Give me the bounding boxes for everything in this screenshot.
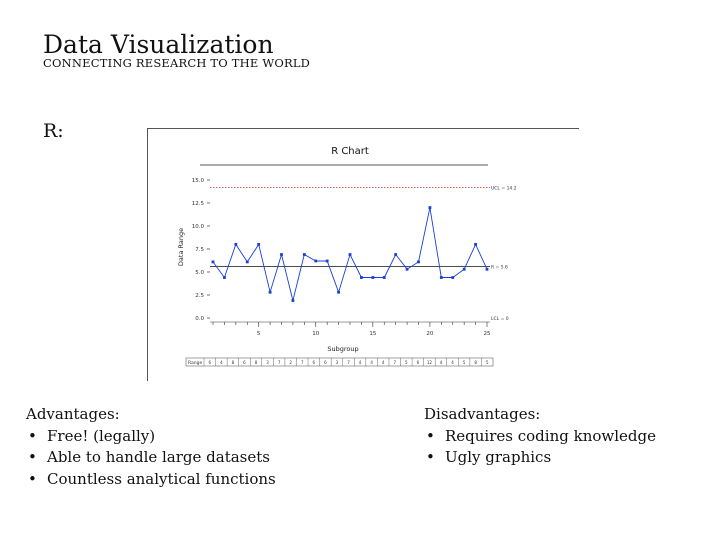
- data-point: [325, 259, 329, 263]
- data-point: [245, 260, 249, 264]
- data-point: [451, 276, 455, 279]
- data-table-cell: 2: [289, 360, 292, 365]
- section-label: R:: [43, 120, 64, 142]
- x-tick-label: 20: [426, 331, 433, 337]
- data-table-cell: 6: [313, 360, 316, 365]
- list-item: Able to handle large datasets: [26, 447, 276, 469]
- page-title: Data Visualization: [43, 30, 274, 59]
- chart-title: R Chart: [331, 146, 369, 157]
- ucl-label: UCL = 14.2: [491, 185, 517, 191]
- y-tick-label: 5.0: [195, 270, 204, 276]
- data-point: [280, 253, 283, 256]
- data-point: [257, 243, 261, 246]
- x-axis-label: Subgroup: [327, 345, 358, 353]
- lcl-label: LCL = 0: [491, 316, 509, 322]
- data-table-cell: 6: [209, 360, 212, 365]
- data-table-cell: 6: [243, 360, 246, 365]
- y-tick-label: 12.5: [192, 201, 205, 207]
- data-table-cell: 6: [324, 360, 327, 365]
- data-table-cell: 8: [232, 360, 235, 365]
- center-label: R = 5.6: [491, 264, 508, 270]
- data-point: [268, 290, 272, 294]
- data-table-cell: 4: [382, 360, 385, 365]
- data-point: [314, 259, 318, 263]
- disadvantages-heading: Disadvantages:: [424, 405, 541, 423]
- data-table-cell: 8: [255, 360, 258, 365]
- advantages-list: Free! (legally) Able to handle large dat…: [26, 426, 276, 491]
- data-table-cell: 3: [266, 360, 269, 365]
- data-point: [302, 253, 306, 256]
- data-table-cell: 5: [405, 360, 408, 365]
- data-table-cell: 8: [474, 360, 477, 365]
- data-table-cell: 7: [278, 360, 281, 365]
- data-table-cell: 5: [486, 360, 489, 365]
- data-table-cell: 4: [370, 360, 373, 365]
- advantages-block: Advantages: Free! (legally) Able to hand…: [26, 404, 276, 490]
- data-point: [223, 276, 226, 279]
- x-tick-label: 5: [257, 331, 261, 337]
- y-tick-label: 2.5: [195, 293, 204, 299]
- data-point: [348, 253, 352, 256]
- r-chart-panel: R Chart 0.0 2.5 5.0 7.5 10.0 12.5 15.0 5 10 15 20…: [147, 128, 579, 381]
- data-point: [417, 260, 420, 264]
- data-table-cell: 7: [393, 360, 396, 365]
- data-point: [485, 267, 489, 271]
- data-table-cell: 4: [451, 360, 454, 365]
- data-point: [439, 276, 443, 279]
- y-tick-label: 7.5: [195, 247, 204, 253]
- data-table: [185, 357, 494, 367]
- data-table-cell: 7: [347, 360, 350, 365]
- data-point: [211, 260, 215, 264]
- list-item: Countless analytical functions: [26, 469, 276, 491]
- data-table-cell: 3: [336, 360, 339, 365]
- data-point: [360, 276, 363, 279]
- data-point: [474, 243, 477, 246]
- x-tick-label: 15: [369, 331, 376, 337]
- data-table-header: Range: [188, 360, 202, 366]
- data-table-cell: 4: [220, 360, 223, 365]
- y-tick-label: 0.0: [195, 316, 204, 322]
- data-table-cell: 7: [301, 360, 304, 365]
- data-point: [382, 276, 386, 279]
- disadvantages-block: Disadvantages: Requires coding knowledge…: [424, 404, 656, 469]
- x-tick-label: 25: [484, 331, 491, 337]
- list-item: Requires coding knowledge: [424, 426, 656, 448]
- data-table-cell: 5: [463, 360, 466, 365]
- data-point: [337, 290, 340, 294]
- data-table-cell: 4: [359, 360, 362, 365]
- y-tick-label: 10.0: [192, 224, 205, 230]
- data-table-cell: 6: [417, 360, 420, 365]
- page-subtitle: CONNECTING RESEARCH TO THE WORLD: [43, 56, 311, 70]
- data-point: [394, 253, 398, 256]
- data-point: [428, 206, 432, 209]
- data-table-cell: 4: [440, 360, 443, 365]
- list-item: Free! (legally): [26, 426, 276, 448]
- data-point: [405, 267, 409, 271]
- r-chart: R Chart 0.0 2.5 5.0 7.5 10.0 12.5 15.0 5 10 15 20…: [177, 146, 517, 367]
- data-point: [371, 276, 375, 279]
- y-axis-label: Data Range: [177, 228, 185, 266]
- y-tick-label: 15.0: [192, 178, 205, 184]
- data-table-cell: 12: [427, 360, 433, 365]
- list-item: Ugly graphics: [424, 447, 656, 469]
- data-point: [462, 267, 466, 271]
- advantages-heading: Advantages:: [26, 405, 120, 423]
- x-tick-label: 10: [312, 331, 319, 337]
- data-point: [234, 243, 238, 246]
- disadvantages-list: Requires coding knowledge Ugly graphics: [424, 426, 656, 469]
- data-point: [291, 299, 295, 302]
